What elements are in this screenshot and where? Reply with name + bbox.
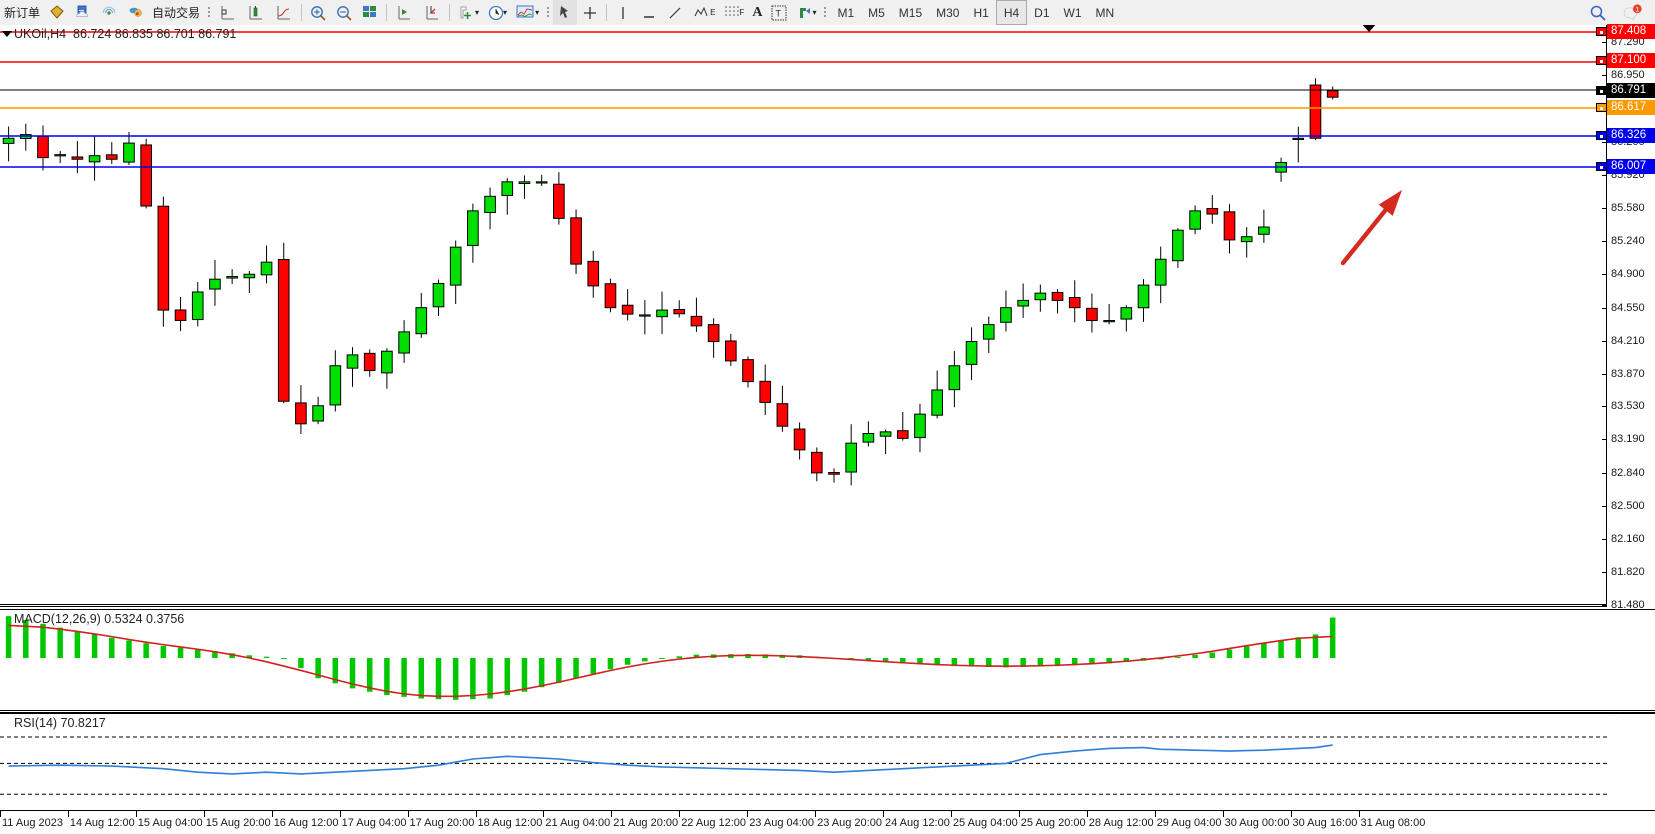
svg-text:1: 1 <box>1635 6 1639 13</box>
svg-text:T: T <box>776 8 782 18</box>
